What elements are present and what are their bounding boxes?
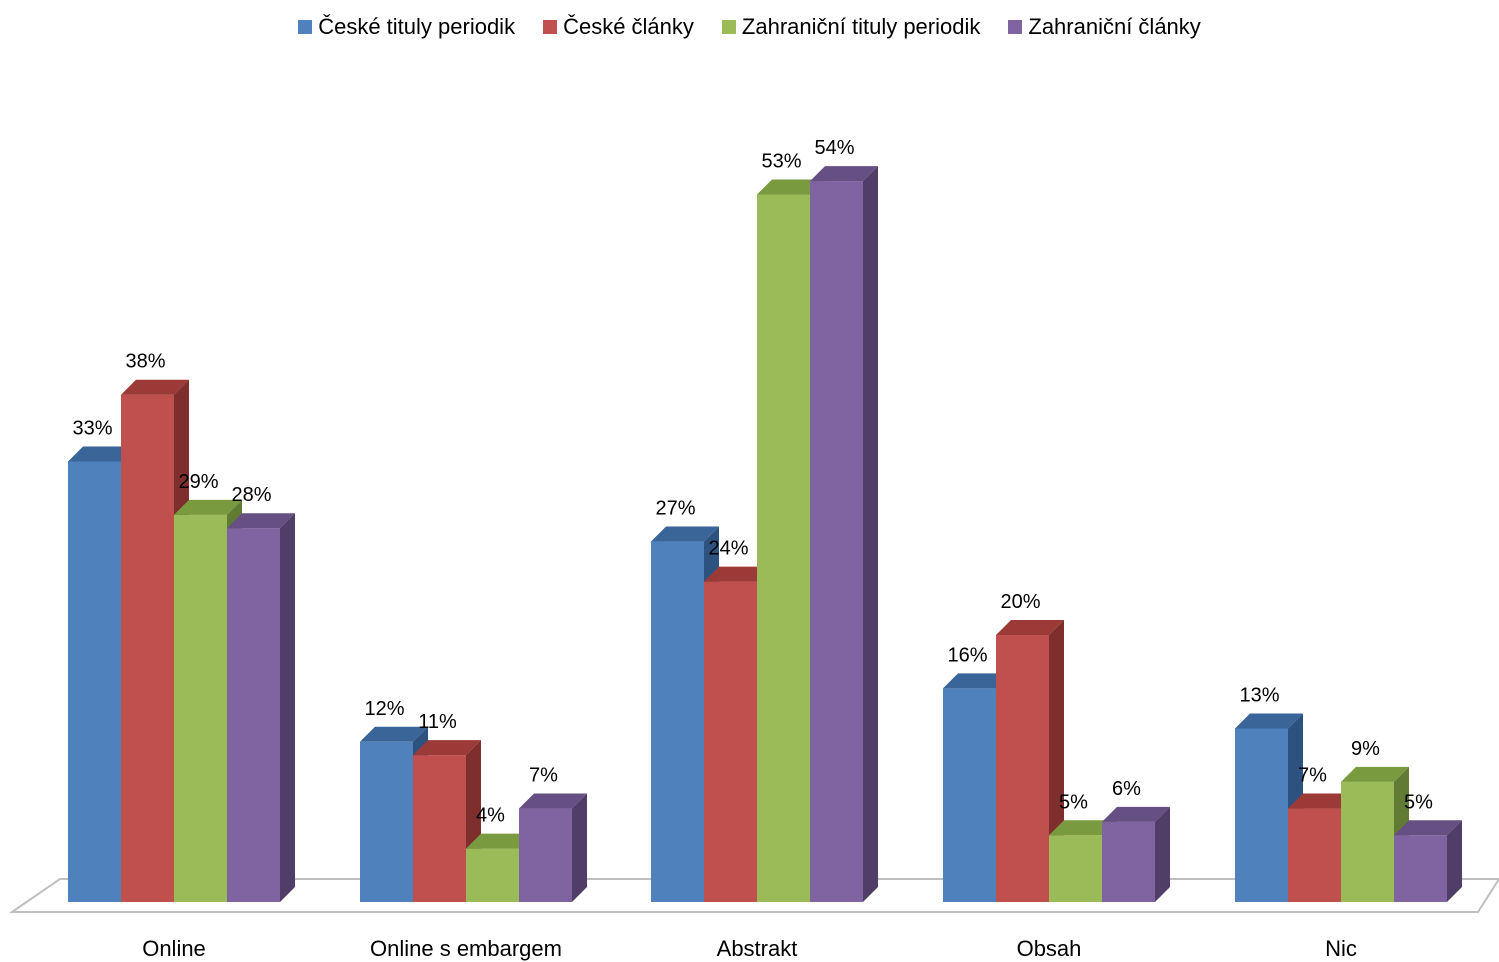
legend-swatch bbox=[543, 20, 558, 34]
data-label: 4% bbox=[476, 805, 505, 827]
chart-legend: České tituly periodik České články Zahrani… bbox=[0, 10, 1499, 44]
bar-side bbox=[863, 166, 878, 903]
legend-swatch bbox=[298, 20, 313, 34]
bar-online-s-embargem-zahranicni-clanky bbox=[519, 793, 587, 902]
category-label-obsah: Obsah bbox=[1017, 936, 1082, 961]
bar-top bbox=[121, 379, 189, 395]
bar-top bbox=[413, 740, 481, 756]
bar-front bbox=[1102, 821, 1155, 902]
bar-front bbox=[1288, 808, 1341, 902]
bar-online-s-embargem-zahranicni-tituly-periodik bbox=[466, 833, 534, 902]
chart-data-labels: 33% 38% 29% 28% 12% 11% 4% 7% 27% 24% 53% 54% 16% 20%… bbox=[72, 137, 1433, 827]
bar-nic-ceske-tituly-periodik bbox=[1235, 713, 1303, 902]
bar-top bbox=[1235, 713, 1303, 729]
bar-front bbox=[996, 635, 1049, 902]
data-label: 38% bbox=[125, 351, 165, 373]
data-label: 16% bbox=[947, 644, 987, 666]
chart-category-labels: Online Online s embargem Abstrakt Obsah Nic bbox=[142, 936, 1357, 961]
category-label-online: Online bbox=[142, 936, 206, 961]
data-label: 29% bbox=[178, 471, 218, 493]
legend-item-ceske-clanky: České články bbox=[543, 14, 694, 40]
legend-item-ceske-tituly-periodik: České tituly periodik bbox=[298, 14, 515, 40]
bar-nic-zahranicni-clanky bbox=[1394, 820, 1462, 902]
bar-top bbox=[943, 673, 1011, 689]
data-label: 20% bbox=[1000, 591, 1040, 613]
bar-front bbox=[704, 581, 757, 902]
category-label-online-s-embargem: Online s embargem bbox=[370, 936, 562, 961]
bar-front bbox=[1049, 835, 1102, 902]
legend-item-zahranicni-tituly-periodik: Zahraniční tituly periodik bbox=[721, 14, 981, 40]
bar-front bbox=[174, 514, 227, 902]
bar-side bbox=[1447, 820, 1462, 902]
bar-side bbox=[572, 793, 587, 902]
bar-top bbox=[68, 446, 136, 462]
bar-top bbox=[704, 566, 772, 582]
bar-front bbox=[757, 194, 810, 902]
data-label: 6% bbox=[1112, 778, 1141, 800]
legend-label: České tituly periodik bbox=[318, 14, 516, 39]
data-label: 9% bbox=[1351, 738, 1380, 760]
category-label-nic: Nic bbox=[1325, 936, 1357, 961]
bar-top bbox=[174, 499, 242, 515]
category-label-abstrakt: Abstrakt bbox=[717, 936, 798, 961]
data-label: 33% bbox=[72, 417, 112, 439]
bar-front bbox=[121, 394, 174, 902]
bar-top bbox=[810, 166, 878, 182]
data-label: 5% bbox=[1404, 791, 1433, 813]
bar-top bbox=[996, 620, 1064, 635]
bar-front bbox=[68, 461, 121, 902]
data-label: 13% bbox=[1239, 684, 1279, 706]
bar-front bbox=[1341, 781, 1394, 902]
bar-top bbox=[519, 793, 587, 809]
legend-swatch bbox=[1008, 20, 1023, 34]
bar-front bbox=[413, 755, 466, 902]
legend-label: Zahraniční tituly periodik bbox=[741, 14, 981, 39]
bar-top bbox=[1288, 793, 1356, 809]
data-label: 24% bbox=[708, 538, 748, 560]
bar-front bbox=[519, 808, 572, 902]
bar-front bbox=[227, 528, 280, 902]
data-label: 7% bbox=[529, 765, 558, 787]
bar-front bbox=[810, 181, 863, 903]
bar-front bbox=[466, 848, 519, 902]
legend-swatch bbox=[721, 20, 736, 34]
legend-item-zahranicni-clanky: Zahraniční články bbox=[1008, 14, 1201, 40]
bar-top bbox=[1394, 820, 1462, 836]
data-label: 27% bbox=[655, 498, 695, 520]
bar-front bbox=[1235, 728, 1288, 902]
bar-side bbox=[1155, 806, 1170, 902]
data-label: 12% bbox=[364, 698, 404, 720]
bar-top bbox=[651, 526, 719, 542]
legend-label: Zahraniční články bbox=[1028, 14, 1201, 39]
bar-obsah-zahranicni-clanky bbox=[1102, 806, 1170, 902]
bar-abstrakt-zahranicni-tituly-periodik bbox=[757, 179, 825, 902]
chart-bars bbox=[68, 166, 1462, 903]
bar-top bbox=[227, 513, 295, 529]
data-label: 11% bbox=[418, 711, 457, 733]
bar-abstrakt-zahranicni-clanky bbox=[810, 166, 878, 903]
bar-nic-zahranicni-tituly-periodik bbox=[1341, 766, 1409, 902]
bar-online-zahranicni-clanky bbox=[227, 513, 295, 902]
bar-top bbox=[466, 833, 534, 849]
bar-front bbox=[943, 688, 996, 902]
bar-top bbox=[360, 726, 428, 742]
data-label: 53% bbox=[761, 150, 801, 172]
data-label: 5% bbox=[1059, 791, 1088, 813]
bar-top bbox=[1102, 806, 1170, 822]
bar-top bbox=[1049, 820, 1117, 836]
bar-front bbox=[1394, 835, 1447, 902]
data-label: 28% bbox=[231, 484, 271, 506]
data-label: 7% bbox=[1298, 765, 1327, 787]
bar-top bbox=[1341, 766, 1409, 782]
bar-side bbox=[280, 513, 295, 902]
bar-front bbox=[360, 741, 413, 902]
data-label: 54% bbox=[814, 137, 854, 159]
bar-front bbox=[651, 541, 704, 902]
bar-top bbox=[757, 179, 825, 195]
legend-label: České články bbox=[563, 14, 694, 39]
